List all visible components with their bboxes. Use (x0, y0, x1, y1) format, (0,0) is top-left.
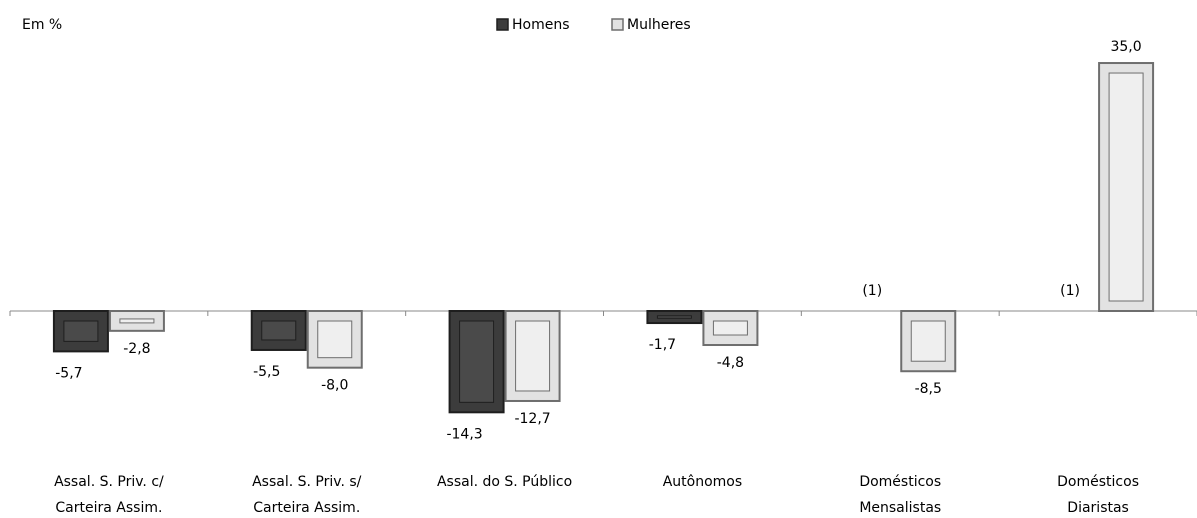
bar (504, 310, 561, 402)
bar-face (63, 320, 99, 342)
bar-face (910, 320, 946, 362)
x-tick-label: Domésticos (859, 474, 941, 490)
data-label: -8,0 (321, 378, 348, 394)
bar (702, 310, 759, 347)
data-label: (1) (1060, 283, 1080, 299)
data-label: -4,8 (717, 355, 744, 371)
data-label: (1) (862, 283, 882, 299)
data-label: -8,5 (915, 381, 942, 397)
data-label: -5,5 (253, 364, 280, 380)
x-tick-label: Carteira Assim. (55, 500, 162, 516)
legend-label: Mulheres (627, 17, 691, 33)
legend-label: Homens (512, 17, 570, 33)
bar (1098, 62, 1155, 313)
bar-face (317, 320, 353, 359)
bar-face (1108, 72, 1144, 302)
bar (250, 310, 307, 351)
bar (646, 310, 703, 325)
legend-swatch (496, 18, 509, 31)
bar (900, 310, 957, 373)
bar-face (656, 315, 692, 319)
x-tick-label: Mensalistas (859, 500, 941, 516)
data-label: -1,7 (649, 337, 676, 353)
bar (306, 310, 363, 369)
bar-face (119, 318, 155, 324)
x-tick-label: Assal. S. Priv. s/ (252, 474, 362, 490)
legend-swatch (611, 18, 624, 31)
data-label: -12,7 (514, 411, 550, 427)
bar-face (459, 320, 495, 403)
bar-face (712, 320, 748, 336)
data-label: -2,8 (123, 341, 150, 357)
x-tick-label: Assal. S. Priv. c/ (54, 474, 164, 490)
x-tick-label: Domésticos (1057, 474, 1139, 490)
x-tick-label: Assal. do S. Público (437, 474, 572, 490)
x-tick-label: Diaristas (1067, 500, 1129, 516)
data-label: 35,0 (1110, 39, 1141, 55)
unit-label: Em % (22, 17, 62, 33)
data-label: -5,7 (55, 365, 82, 381)
bar (448, 310, 505, 414)
bar (108, 310, 165, 332)
x-tick-label: Carteira Assim. (253, 500, 360, 516)
bar-face (261, 320, 297, 341)
bar-face (515, 320, 551, 392)
data-label: -14,3 (446, 426, 482, 442)
bar (52, 310, 109, 353)
x-tick-label: Autônomos (663, 474, 742, 490)
